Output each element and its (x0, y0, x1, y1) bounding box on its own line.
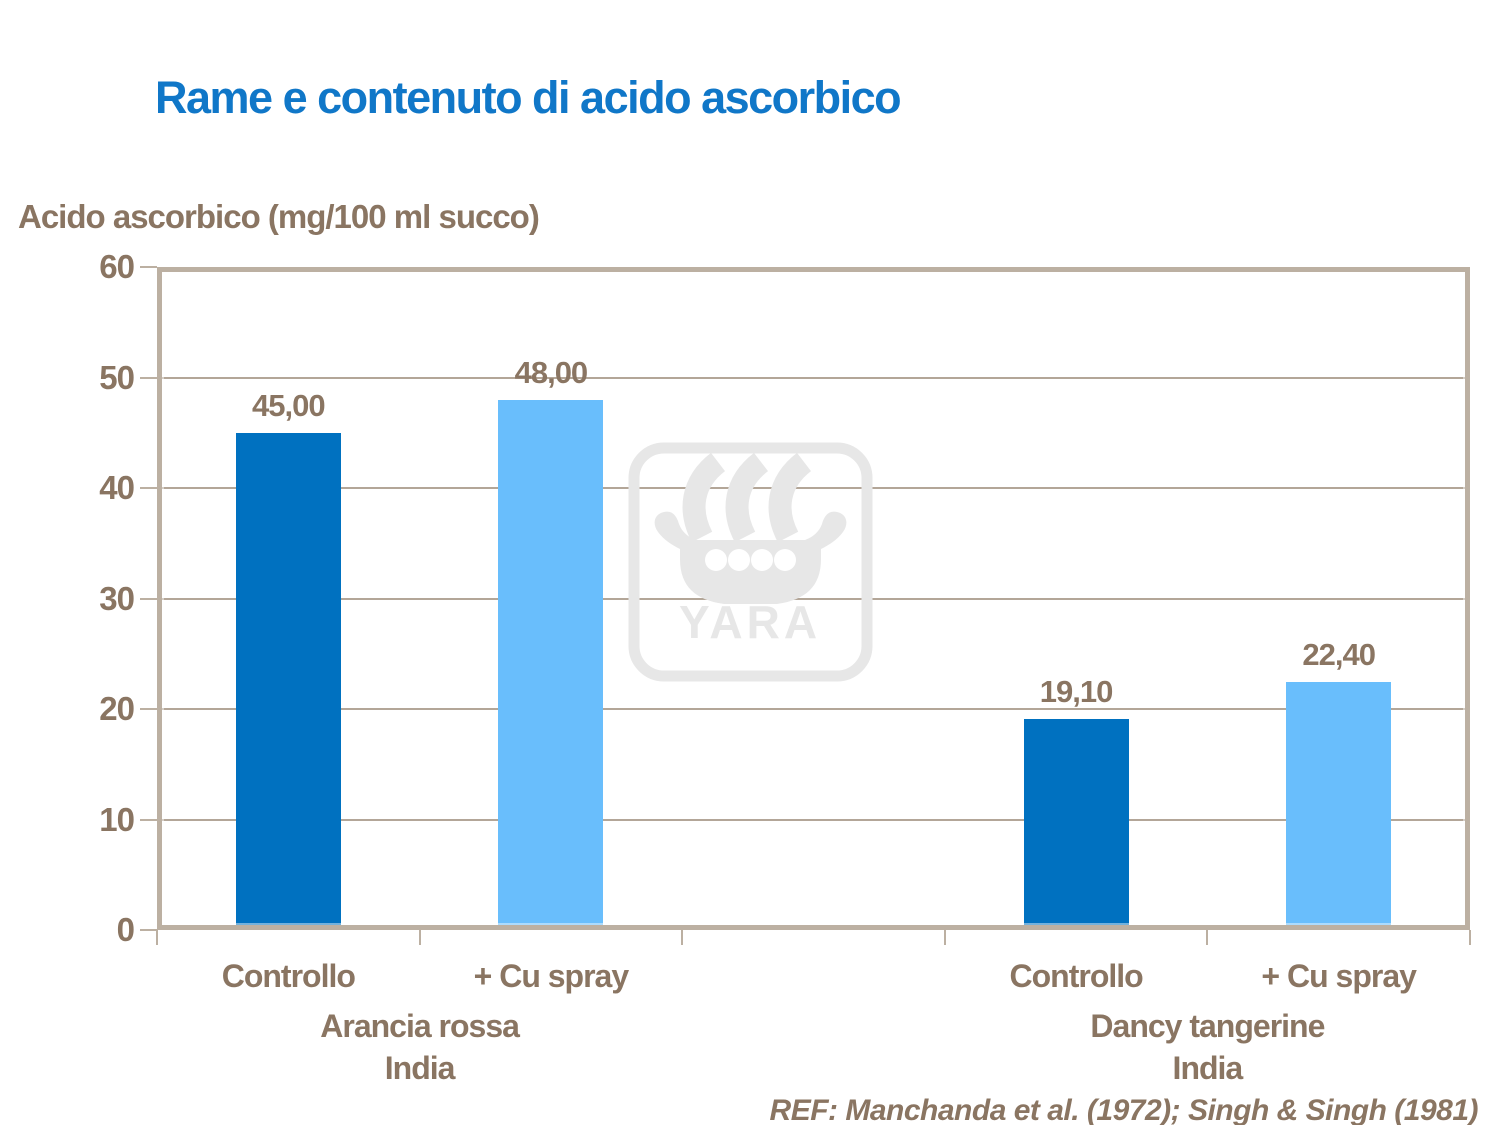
y-tick-60 (140, 266, 157, 268)
y-axis-title: Acido ascorbico (mg/100 ml succo) (18, 198, 540, 235)
y-tick-50 (140, 376, 157, 379)
bar-4-+-cu-spray (1286, 682, 1392, 925)
x-category-label: + Cu spray (473, 958, 630, 994)
x-tick-4 (1206, 930, 1209, 945)
yara-ship-hull-icon (654, 511, 847, 604)
yara-ship-sails-icon (682, 452, 812, 543)
y-tick-label-40: 40 (99, 469, 135, 506)
group-label-2-line2: India (1172, 1050, 1244, 1086)
bar-3-controllo (1023, 718, 1129, 925)
chart-title: Rame e contenuto di acido ascorbico (155, 72, 902, 123)
y-tick-0 (140, 929, 157, 931)
reference-citation: REF: Manchanda et al. (1972); Singh & Si… (769, 1094, 1479, 1125)
x-tick-3 (943, 930, 946, 945)
bar-value-label: 19,10 (1039, 673, 1114, 709)
x-tick-2 (681, 930, 684, 945)
gridline-50 (162, 376, 1465, 379)
y-tick-label-60: 60 (99, 248, 135, 285)
gridline-20 (162, 708, 1465, 710)
x-tick-1 (418, 930, 421, 945)
group-label-1-line1: Arancia rossa (320, 1008, 520, 1044)
yara-logo-frame (628, 442, 873, 682)
x-tick-0 (156, 930, 158, 945)
gridline-10 (162, 818, 1465, 821)
gridline-30 (162, 597, 1465, 600)
y-tick-label-10: 10 (99, 800, 135, 838)
y-tick-label-50: 50 (99, 358, 135, 396)
y-tick-label-20: 20 (99, 690, 135, 727)
bar-value-label: 22,40 (1302, 637, 1376, 673)
gridline-40 (162, 487, 1465, 489)
y-tick-label-0: 0 (116, 911, 135, 948)
group-label-2-line1: Dancy tangerine (1090, 1008, 1325, 1044)
x-category-label: Controllo (221, 958, 356, 994)
bar-1-controllo (235, 432, 341, 925)
y-tick-20 (140, 708, 157, 710)
x-category-label: + Cu spray (1261, 958, 1417, 994)
group-label-1-line2: India (384, 1050, 456, 1086)
y-tick-10 (140, 818, 157, 821)
y-tick-30 (140, 597, 157, 600)
bar-2-+-cu-spray (498, 399, 604, 925)
x-tick-5 (1469, 930, 1471, 945)
bar-value-label: 45,00 (252, 387, 326, 423)
yara-logo-watermark: YARA (628, 442, 873, 682)
yara-wordmark: YARA (679, 596, 821, 648)
bar-value-label: 48,00 (514, 354, 589, 390)
y-tick-label-30: 30 (99, 579, 135, 617)
x-category-label: Controllo (1009, 958, 1144, 994)
y-tick-40 (140, 487, 157, 489)
